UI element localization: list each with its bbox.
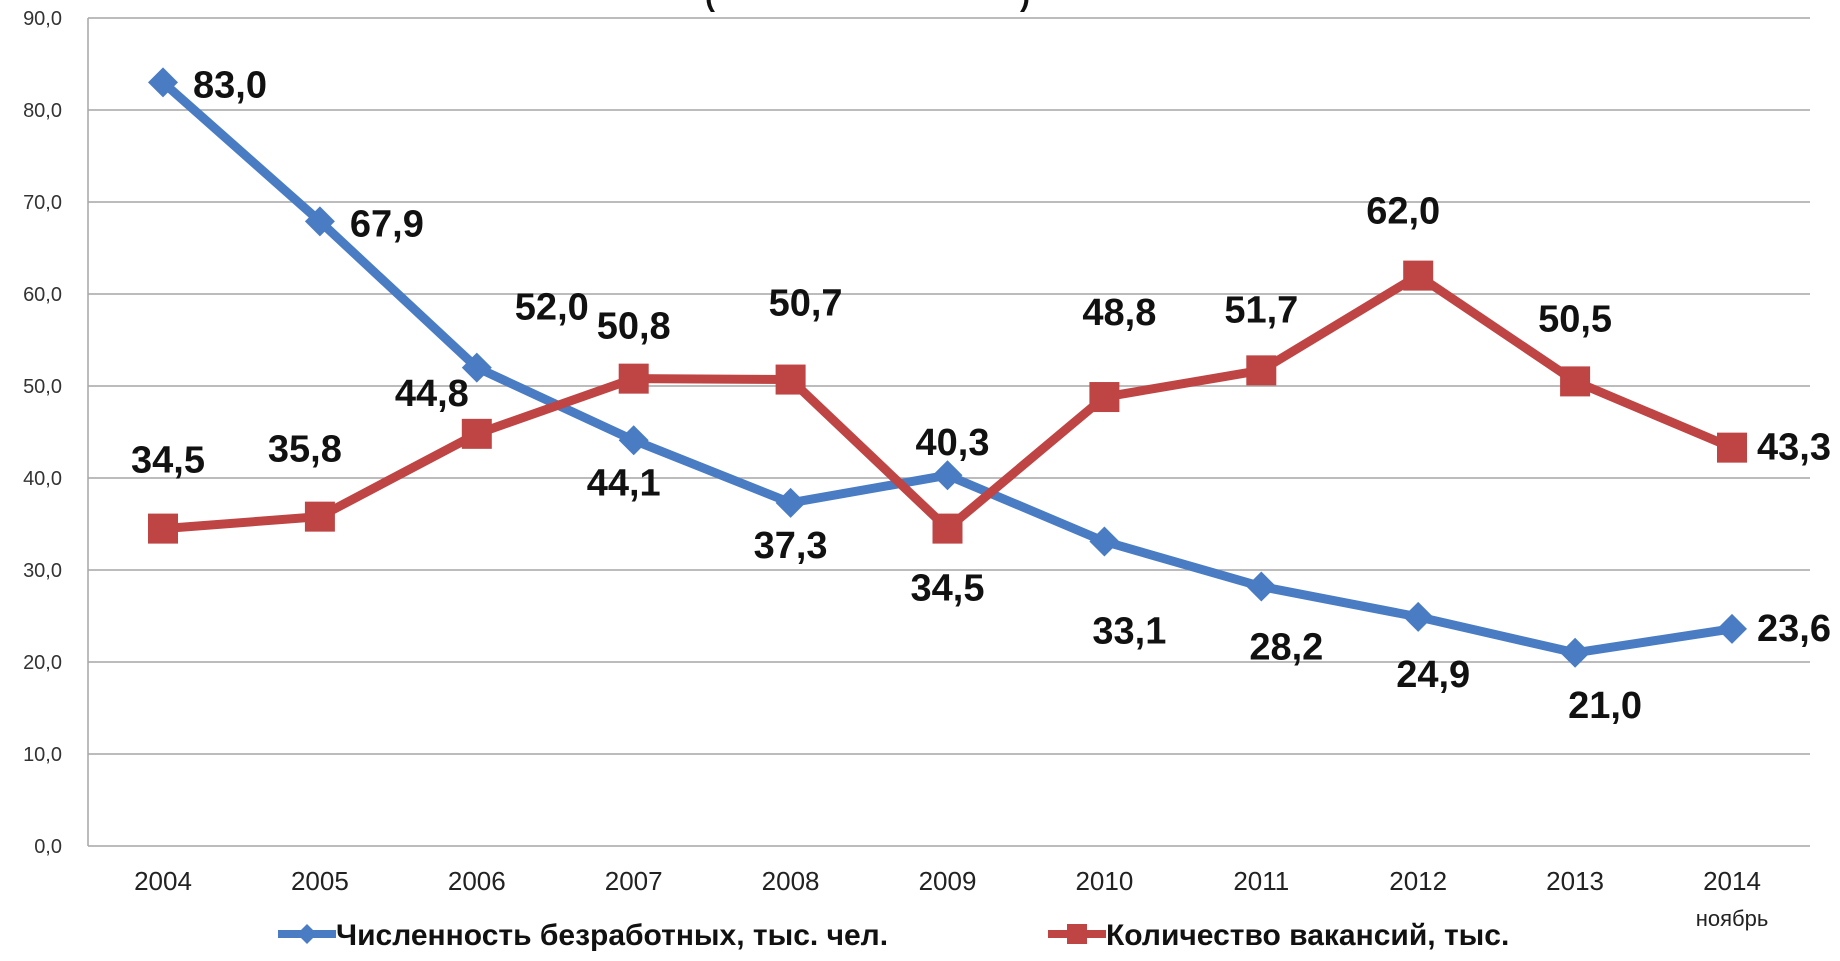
series-2-point bbox=[932, 513, 963, 544]
data-label: 50,8 bbox=[597, 306, 671, 348]
y-tick-label: 70,0 bbox=[23, 192, 62, 214]
y-tick-label: 60,0 bbox=[23, 284, 62, 306]
x-tick-label: 2006 bbox=[448, 866, 506, 896]
series-2-point bbox=[1089, 382, 1120, 413]
legend-marker bbox=[297, 924, 317, 944]
data-labels: 83,0 67,9 52,0 44,1 37,3 40,3 33,1 28,2 24,9 21,0… bbox=[131, 64, 1831, 726]
y-tick-label: 50,0 bbox=[23, 376, 62, 398]
x-tick-label: 2012 bbox=[1389, 866, 1447, 896]
data-label: 50,7 bbox=[769, 283, 843, 325]
chart-title-open: ( bbox=[705, 0, 715, 13]
data-label: 51,7 bbox=[1224, 289, 1298, 331]
data-label: 43,3 bbox=[1757, 427, 1831, 469]
x-axis: 2004 2005 2006 2007 2008 2009 2010 2011 2012 2013… bbox=[134, 866, 1768, 931]
x-tick-sublabel: ноябрь bbox=[1696, 906, 1769, 931]
y-tick-label: 30,0 bbox=[23, 560, 62, 582]
chart-title-close: ) bbox=[1020, 0, 1030, 13]
data-label: 24,9 bbox=[1396, 654, 1470, 696]
data-label: 50,5 bbox=[1538, 298, 1612, 340]
x-tick-label: 2005 bbox=[291, 866, 349, 896]
series-1-point bbox=[304, 206, 335, 237]
series-2-point bbox=[1403, 260, 1434, 291]
x-tick-label: 2004 bbox=[134, 866, 192, 896]
data-label: 35,8 bbox=[268, 429, 342, 471]
data-label: 48,8 bbox=[1082, 292, 1156, 334]
series-2-point bbox=[148, 513, 178, 544]
data-label: 34,5 bbox=[911, 568, 985, 610]
series-2-point bbox=[304, 501, 335, 532]
data-label: 23,6 bbox=[1757, 608, 1831, 650]
data-label: 52,0 bbox=[515, 287, 589, 329]
series-1-point bbox=[148, 67, 178, 98]
data-label: 40,3 bbox=[916, 422, 990, 464]
x-tick-label: 2014 bbox=[1703, 866, 1761, 896]
x-tick-label: 2013 bbox=[1546, 866, 1604, 896]
x-tick-label: 2008 bbox=[762, 866, 820, 896]
legend: Численность безработных, тыс. чел. Количе… bbox=[278, 919, 1509, 952]
x-tick-label: 2011 bbox=[1233, 866, 1289, 896]
x-tick-label: 2010 bbox=[1075, 866, 1133, 896]
data-label: 33,1 bbox=[1092, 610, 1166, 652]
data-label: 21,0 bbox=[1568, 685, 1642, 727]
data-label: 44,8 bbox=[395, 373, 469, 415]
series-2-point bbox=[775, 364, 806, 395]
legend-label: Количество вакансий, тыс. bbox=[1106, 919, 1509, 952]
legend-label: Численность безработных, тыс. чел. bbox=[336, 919, 888, 952]
x-tick-label: 2007 bbox=[605, 866, 663, 896]
series-group bbox=[148, 67, 1747, 668]
series-1-point bbox=[618, 425, 649, 456]
legend-marker bbox=[1067, 924, 1087, 944]
series-2-point bbox=[1717, 432, 1747, 463]
y-tick-label: 90,0 bbox=[23, 8, 62, 30]
series-1-point bbox=[1089, 526, 1120, 557]
series-1-point bbox=[775, 487, 806, 518]
y-tick-label: 0,0 bbox=[34, 836, 62, 858]
y-tick-label: 10,0 bbox=[23, 744, 62, 766]
series-1-point bbox=[1246, 571, 1277, 602]
y-axis: 0,0 10,0 20,0 30,0 40,0 50,0 60,0 70,0 80,0 90,0 bbox=[23, 8, 89, 858]
data-label: 83,0 bbox=[193, 64, 267, 106]
data-label: 28,2 bbox=[1249, 627, 1323, 669]
y-tick-label: 40,0 bbox=[23, 468, 62, 490]
series-2-point bbox=[1560, 366, 1591, 397]
y-tick-label: 80,0 bbox=[23, 100, 62, 122]
y-tick-label: 20,0 bbox=[23, 652, 62, 674]
series-2-point bbox=[1246, 355, 1277, 386]
data-label: 62,0 bbox=[1366, 191, 1440, 233]
series-1-point bbox=[1403, 601, 1434, 632]
series-2-point bbox=[461, 418, 492, 449]
x-tick-label: 2009 bbox=[919, 866, 977, 896]
data-label: 67,9 bbox=[350, 203, 424, 245]
series-1-point bbox=[1560, 637, 1591, 668]
series-1-point bbox=[1717, 613, 1747, 644]
data-label: 34,5 bbox=[131, 440, 205, 482]
chart-title-fragment: ( ) bbox=[705, 0, 1030, 13]
data-label: 37,3 bbox=[754, 525, 828, 567]
data-label: 44,1 bbox=[587, 462, 661, 504]
series-2-point bbox=[618, 363, 649, 394]
series-1-point bbox=[932, 460, 963, 491]
series-1-point bbox=[461, 352, 492, 383]
